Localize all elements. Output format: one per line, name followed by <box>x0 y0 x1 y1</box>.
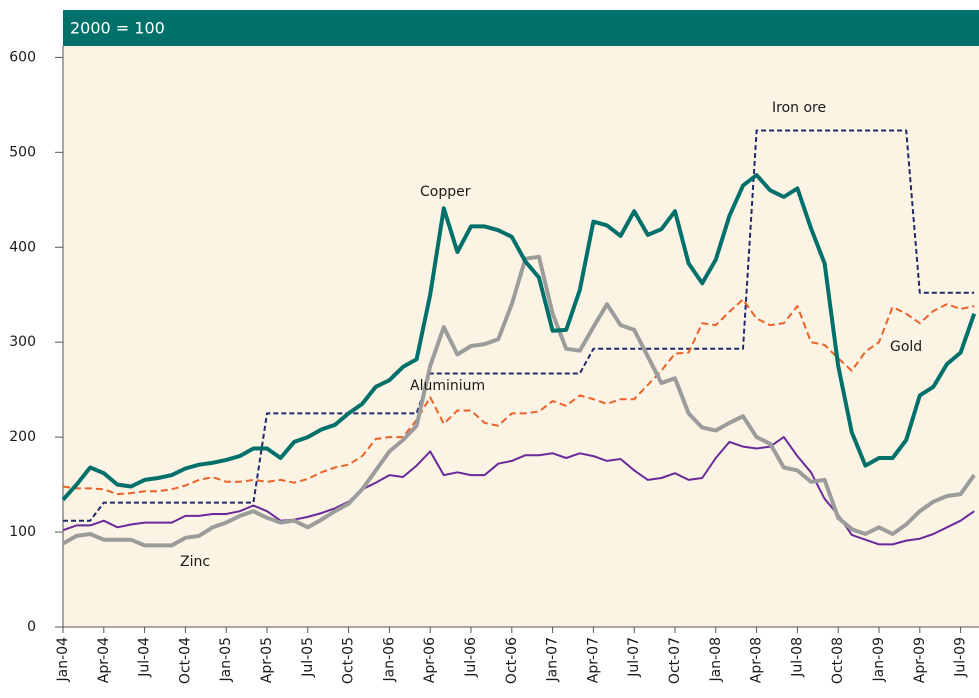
series-label: Aluminium <box>410 378 485 394</box>
line-series <box>61 173 977 502</box>
x-tick-label: Apr-09 <box>912 637 928 683</box>
line-series <box>63 129 975 522</box>
series-label: Zinc <box>180 554 210 570</box>
y-tick-label: 100 <box>9 524 36 540</box>
x-tick-label: Apr-04 <box>96 637 112 683</box>
y-tick-label: 400 <box>9 239 36 255</box>
x-tick-label: Jan-07 <box>545 637 561 682</box>
x-tick-label: Jul-07 <box>626 637 642 678</box>
y-tick-label: 300 <box>9 334 36 350</box>
series-label: Copper <box>420 184 471 200</box>
x-tick-label: Apr-05 <box>259 637 275 683</box>
line-series <box>62 436 975 546</box>
series-label: Gold <box>890 339 922 355</box>
x-tick-label: Oct-05 <box>341 637 357 684</box>
x-tick-label: Oct-07 <box>667 637 683 684</box>
x-tick-label: Apr-06 <box>422 637 438 683</box>
line-series <box>62 254 976 548</box>
y-tick-label: 0 <box>27 619 36 635</box>
x-tick-label: Oct-08 <box>830 637 846 684</box>
y-tick-label: 200 <box>9 429 36 445</box>
x-tick-label: Apr-07 <box>585 637 601 683</box>
y-tick-label: 600 <box>9 49 36 65</box>
x-tick-label: Apr-08 <box>749 637 765 683</box>
x-tick-label: Oct-06 <box>504 637 520 684</box>
x-tick-label: Jul-08 <box>789 637 805 678</box>
header-bar <box>63 10 979 46</box>
x-tick-label: Jul-04 <box>137 637 153 678</box>
x-tick-label: Jan-09 <box>871 637 887 682</box>
series-label: Iron ore <box>772 100 826 116</box>
x-tick-label: Jul-05 <box>300 637 316 678</box>
line-series <box>62 298 975 496</box>
y-tick-label: 500 <box>9 144 36 160</box>
x-tick-label: Jul-09 <box>953 637 969 678</box>
x-tick-label: Jan-05 <box>218 637 234 682</box>
x-tick-label: Jul-06 <box>463 637 479 678</box>
x-tick-label: Jan-08 <box>708 637 724 682</box>
x-tick-label: Jan-04 <box>55 637 71 683</box>
x-tick-label: Jan-06 <box>381 637 397 683</box>
plot-background <box>63 46 979 627</box>
chart-title: 2000 = 100 <box>70 19 165 38</box>
x-tick-label: Oct-04 <box>177 637 193 684</box>
